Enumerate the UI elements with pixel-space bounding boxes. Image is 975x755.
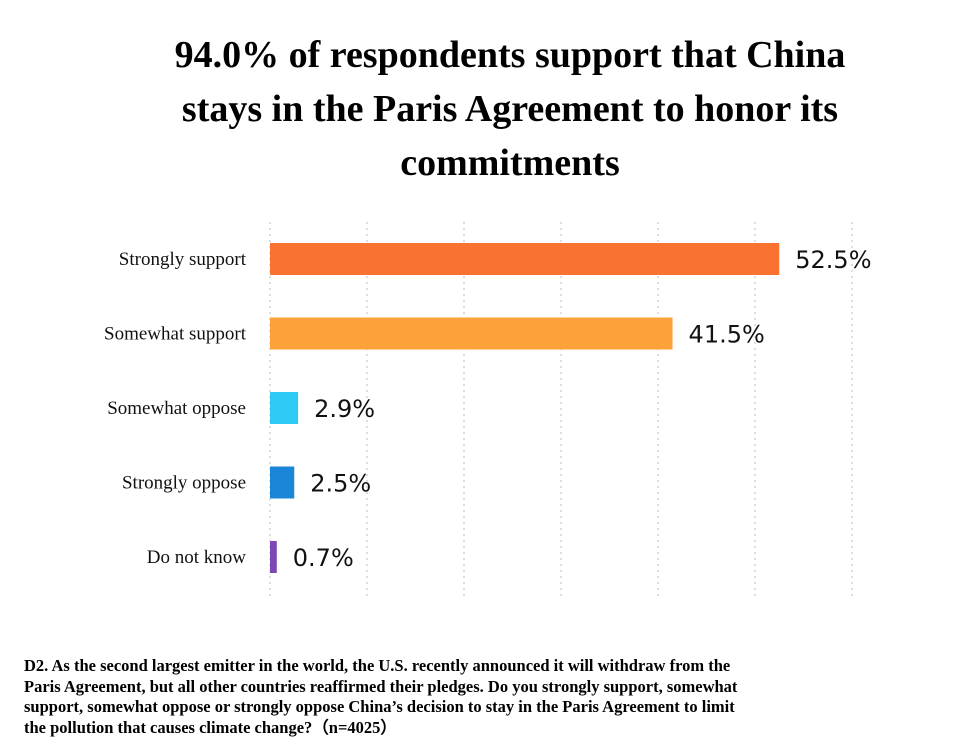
survey-question-footnote: D2. As the second largest emitter in the… [24,656,959,738]
footnote-line-3: support, somewhat oppose or strongly opp… [24,697,735,716]
chart-title: 94.0% of respondents support that China … [60,28,960,190]
bar [270,466,295,499]
category-label: Somewhat support [104,324,247,345]
category-label: Do not know [147,547,247,568]
category-label: Somewhat oppose [107,398,246,419]
chart-title-line-2: stays in the Paris Agreement to honor it… [181,88,839,130]
footnote-line-1: D2. As the second largest emitter in the… [24,656,731,675]
bar [270,392,299,424]
bar [270,317,673,350]
footnote-line-4: the pollution that causes climate change… [24,717,397,737]
category-label: Strongly oppose [122,473,246,494]
bar [270,541,277,573]
bar-chart: Strongly support 52.5% Somewhat support 41.… [104,222,872,600]
category-label: Strongly support [119,249,247,270]
data-label: 0.7% [293,544,354,572]
data-label: 2.9% [314,395,375,423]
data-label: 41.5% [689,321,765,349]
data-label: 2.5% [310,470,371,498]
footnote-line-2: Paris Agreement, but all other countries… [24,676,738,696]
data-label: 52.5% [795,246,871,274]
chart-title-line-3: commitments [400,142,620,184]
bar [270,243,780,275]
chart-title-line-1: 94.0% of respondents support that China [174,34,846,76]
